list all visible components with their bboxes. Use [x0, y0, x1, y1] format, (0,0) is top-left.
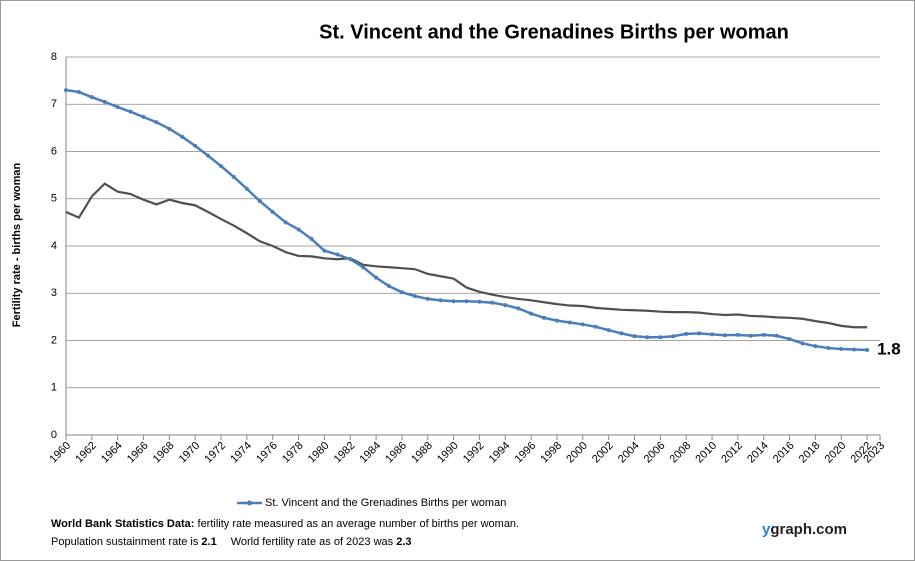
point	[567, 320, 572, 325]
y-tick-label: 2	[51, 334, 57, 346]
point	[231, 175, 236, 180]
brand-prefix: y	[762, 521, 771, 538]
point	[283, 220, 288, 225]
point	[167, 126, 172, 131]
footer-bold: 2.1	[201, 536, 216, 548]
footer-bold: 2.3	[396, 536, 411, 548]
point	[580, 322, 585, 327]
point	[64, 88, 68, 93]
point	[542, 315, 547, 320]
point	[244, 186, 249, 191]
point	[89, 95, 94, 100]
y-axis-label: Fertility rate - births per woman	[11, 163, 23, 328]
point	[503, 303, 508, 308]
y-tick-label: 6	[51, 145, 57, 157]
footer-line1: World Bank Statistics Data: fertility ra…	[51, 518, 519, 530]
footer-text: fertility rate measured as an average nu…	[194, 518, 519, 530]
point	[800, 341, 805, 346]
y-tick-label: 3	[51, 287, 57, 299]
end-label: 1.8	[877, 339, 901, 358]
point	[387, 284, 392, 289]
point	[102, 99, 107, 104]
point	[529, 311, 534, 316]
point	[128, 109, 133, 114]
point	[374, 275, 379, 280]
point	[722, 333, 727, 338]
y-tick-label: 0	[51, 429, 57, 441]
point	[425, 296, 430, 301]
point	[76, 89, 81, 94]
y-tick-label: 4	[51, 240, 57, 252]
y-tick-label: 5	[51, 193, 57, 205]
point	[606, 328, 611, 333]
point	[684, 331, 689, 336]
point	[839, 347, 844, 352]
point	[141, 115, 146, 120]
point	[697, 331, 702, 336]
point	[399, 290, 404, 295]
brand: ygraph.com	[762, 521, 847, 538]
point	[826, 346, 831, 351]
brand-rest: graph.com	[770, 521, 847, 538]
point	[787, 337, 792, 342]
point	[464, 299, 469, 304]
point	[748, 333, 753, 338]
point	[658, 335, 663, 340]
point	[865, 347, 870, 352]
point	[438, 298, 443, 303]
footer-text: Population sustainment rate is	[51, 536, 201, 548]
point	[257, 199, 262, 204]
point	[193, 143, 198, 148]
point	[335, 252, 340, 257]
point	[206, 153, 211, 158]
point	[270, 209, 275, 214]
point	[490, 300, 495, 305]
footer-line2: Population sustainment rate is 2.1 World …	[51, 536, 412, 548]
point	[412, 294, 417, 299]
point	[761, 332, 766, 337]
chart-title: St. Vincent and the Grenadines Births pe…	[319, 21, 789, 43]
point	[309, 236, 314, 241]
point	[115, 105, 120, 110]
footer-bold: World Bank Statistics Data:	[51, 518, 194, 530]
point	[554, 318, 559, 323]
point	[710, 332, 715, 337]
point	[774, 333, 779, 338]
point	[219, 164, 224, 169]
point	[322, 248, 327, 253]
point	[852, 347, 857, 352]
point	[361, 265, 366, 270]
point	[735, 332, 740, 337]
point	[180, 134, 185, 139]
footer-text: World fertility rate as of 2023 was	[231, 536, 396, 548]
point	[154, 120, 159, 125]
y-tick-label: 8	[51, 51, 57, 63]
point	[593, 324, 598, 329]
series-line	[65, 182, 868, 329]
y-tick-label: 7	[51, 98, 57, 110]
point	[619, 331, 624, 336]
point	[477, 299, 482, 304]
point	[348, 257, 353, 262]
legend-label: St. Vincent and the Grenadines Births pe…	[265, 497, 506, 509]
point	[451, 299, 456, 304]
y-tick-label: 1	[51, 382, 57, 394]
point	[296, 227, 301, 232]
legend-marker	[247, 500, 252, 506]
point	[671, 334, 676, 339]
point	[632, 334, 637, 339]
point	[516, 306, 521, 311]
point	[645, 335, 650, 340]
point	[813, 344, 818, 349]
